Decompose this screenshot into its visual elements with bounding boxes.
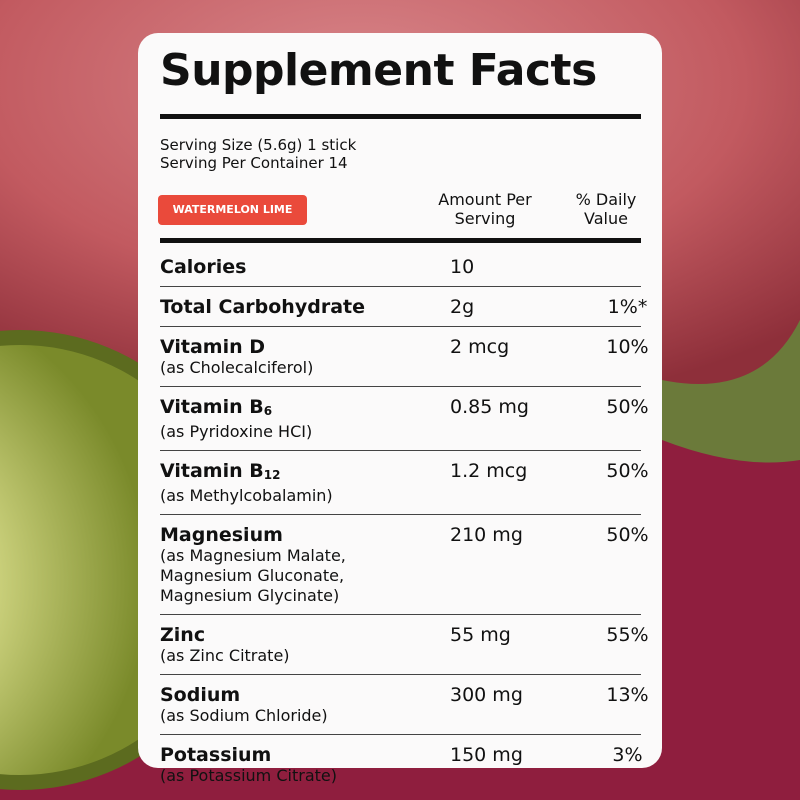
fact-row: Potassium (as Potassium Citrate) 150 mg 3% [160, 734, 643, 794]
daily-value: 50% [606, 460, 649, 482]
facts-rows: Calories 10 Total Carbohydrate 2g 1%* Vitamin… [160, 245, 649, 794]
daily-value: 55% [606, 624, 649, 646]
nutrient-note: (as Methylcobalamin) [160, 486, 333, 505]
amount-header: Amount Per Serving [415, 190, 555, 228]
nutrient-name-text: Total Carbohydrate [160, 296, 365, 318]
nutrient-name: Vitamin B12 [160, 460, 641, 486]
fact-row: Vitamin B6 (as Pyridoxine HCI) 0.85 mg 50% [160, 386, 649, 450]
nutrient-name-text: Vitamin D [160, 336, 266, 358]
amount: 10 [450, 256, 475, 278]
supplement-facts-card: Supplement Facts Serving Size (5.6g) 1 s… [138, 33, 662, 785]
amount: 2 mcg [450, 336, 510, 358]
amount: 150 mg [450, 744, 523, 766]
fact-row: Zinc (as Zinc Citrate) 55 mg 55% [160, 614, 649, 674]
amount: 210 mg [450, 524, 523, 546]
nutrient-name: Magnesium [160, 524, 641, 546]
nutrient-note: (as Cholecalciferol) [160, 358, 314, 377]
nutrient-name: Potassium [160, 744, 641, 766]
fact-row: Calories 10 [160, 245, 641, 286]
nutrient-name-text: Sodium [160, 684, 241, 706]
nutrient-name: Vitamin D [160, 336, 641, 358]
fact-row: Vitamin B12 (as Methylcobalamin) 1.2 mcg 50… [160, 450, 649, 514]
title: Supplement Facts [160, 45, 597, 96]
nutrient-note: (as Pyridoxine HCI) [160, 422, 313, 441]
nutrient-name-text: Magnesium [160, 524, 283, 546]
daily-value: 1%* [607, 296, 648, 318]
nutrient-name: Zinc [160, 624, 641, 646]
nutrient-name-text: Zinc [160, 624, 206, 646]
flavor-badge: WATERMELON LIME [158, 195, 307, 225]
fact-row: Magnesium (as Magnesium Malate, Magnesium … [160, 514, 649, 614]
header-line: Serving [454, 209, 516, 228]
nutrient-name-text: Vitamin B [160, 460, 264, 482]
nutrient-name: Sodium [160, 684, 641, 706]
daily-value: 50% [606, 396, 649, 418]
nutrient-note: (as Sodium Chloride) [160, 706, 328, 725]
servings-per-container: Serving Per Container 14 [160, 154, 348, 172]
nutrient-note: Magnesium Glycinate) [160, 586, 340, 605]
nutrient-note: Magnesium Gluconate, [160, 566, 345, 585]
amount: 0.85 mg [450, 396, 529, 418]
header-line: Amount Per [438, 190, 532, 209]
amount: 55 mg [450, 624, 511, 646]
nutrient-name: Vitamin B6 [160, 396, 641, 422]
daily-value: 3% [612, 744, 643, 766]
nutrient-note: (as Zinc Citrate) [160, 646, 290, 665]
fact-row: Total Carbohydrate 2g 1%* [160, 286, 647, 326]
subscript: 12 [263, 468, 281, 482]
subscript: 6 [263, 404, 273, 418]
amount: 2g [450, 296, 475, 318]
header-line: Value [584, 209, 628, 228]
daily-value: 10% [606, 336, 649, 358]
nutrient-note: (as Potassium Citrate) [160, 766, 337, 785]
nutrient-name: Calories [160, 256, 641, 278]
nutrient-name: Total Carbohydrate [160, 296, 641, 318]
nutrient-note: (as Magnesium Malate, [160, 546, 346, 565]
amount: 300 mg [450, 684, 523, 706]
daily-value: 50% [606, 524, 649, 546]
rind [662, 320, 800, 463]
thick-rule [160, 114, 641, 119]
daily-value: 13% [606, 684, 649, 706]
amount: 1.2 mcg [450, 460, 528, 482]
fact-row: Sodium (as Sodium Chloride) 300 mg 13% [160, 674, 649, 734]
daily-value-header: % Daily Value [536, 190, 676, 228]
nutrient-name-text: Potassium [160, 744, 272, 766]
thick-rule [160, 238, 641, 243]
fact-row: Vitamin D (as Cholecalciferol) 2 mcg 10% [160, 326, 649, 386]
serving-size: Serving Size (5.6g) 1 stick [160, 136, 357, 154]
nutrient-name-text: Vitamin B [160, 396, 264, 418]
nutrient-name-text: Calories [160, 256, 247, 278]
header-line: % Daily [575, 190, 637, 209]
